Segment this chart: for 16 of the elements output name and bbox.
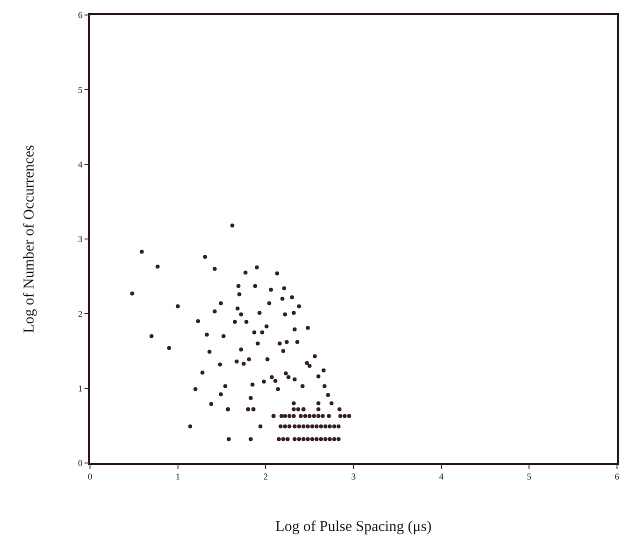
x-tick-label: 6 [614,472,620,482]
x-tick-label: 3 [351,472,356,482]
y-tick-label: 6 [78,10,83,20]
x-tick-label: 2 [263,472,268,482]
y-tick-label: 3 [78,234,83,244]
y-axis-title: Log of Number of Occurrences [22,144,38,334]
x-tick-label: 4 [439,472,444,482]
y-tick-label: 1 [78,383,82,394]
x-tick-label: 5 [526,472,532,482]
y-tick-label: 0 [78,458,83,468]
y-tick-label: 2 [78,308,82,319]
y-tick-label: 5 [78,84,83,95]
x-tick-label: 1 [176,472,180,482]
x-tick-label: 0 [88,472,93,482]
y-tick-label: 4 [78,159,83,170]
x-axis-title: Log of Pulse Spacing (μs) [275,519,432,536]
